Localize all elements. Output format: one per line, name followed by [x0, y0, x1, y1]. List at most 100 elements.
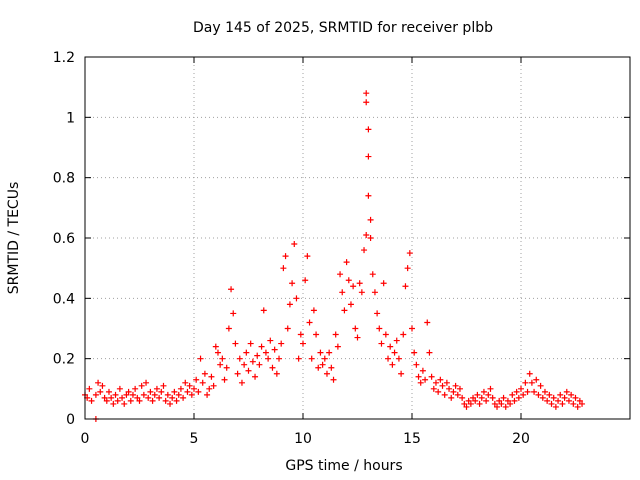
data-point-marker: [145, 394, 152, 401]
data-point-marker: [232, 340, 239, 347]
data-point-marker: [103, 397, 110, 404]
data-point-marker: [153, 385, 160, 392]
data-point-marker: [134, 394, 141, 401]
x-axis-label: GPS time / hours: [285, 458, 402, 474]
data-point-marker: [454, 391, 461, 398]
data-point-marker: [276, 355, 283, 362]
x-tick-label: 0: [81, 431, 90, 447]
data-point-marker: [254, 352, 261, 359]
data-point-marker: [182, 379, 189, 386]
data-point-marker: [99, 382, 106, 389]
data-point-marker: [557, 391, 564, 398]
data-point-marker: [319, 361, 326, 368]
data-point-marker: [474, 391, 481, 398]
data-point-marker: [376, 325, 383, 332]
data-point-marker: [136, 397, 143, 404]
data-point-marker: [485, 391, 492, 398]
x-tick-label: 10: [294, 431, 312, 447]
y-tick-label: 1: [66, 110, 75, 126]
data-point-marker: [330, 376, 337, 383]
data-point-marker: [367, 216, 374, 223]
data-point-marker: [112, 391, 119, 398]
data-point-marker: [531, 388, 538, 395]
data-point-marker: [526, 370, 533, 377]
data-point-marker: [332, 331, 339, 338]
data-point-marker: [169, 394, 176, 401]
data-point-marker: [463, 403, 470, 410]
data-point-marker: [271, 346, 278, 353]
data-point-marker: [363, 99, 370, 106]
data-point-marker: [472, 397, 479, 404]
data-point-marker: [365, 126, 372, 133]
data-point-marker: [422, 376, 429, 383]
data-point-marker: [177, 385, 184, 392]
data-point-marker: [365, 192, 372, 199]
data-point-marker: [424, 319, 431, 326]
data-point-marker: [304, 253, 311, 260]
data-point-marker: [323, 370, 330, 377]
data-point-marker: [197, 355, 204, 362]
data-point-marker: [267, 337, 274, 344]
data-point-marker: [365, 153, 372, 160]
data-point-marker: [535, 391, 542, 398]
data-point-marker: [341, 307, 348, 314]
data-point-marker: [247, 340, 254, 347]
data-point-marker: [284, 325, 291, 332]
data-point-marker: [158, 388, 165, 395]
data-point-marker: [206, 385, 213, 392]
data-point-marker: [295, 355, 302, 362]
data-point-marker: [361, 247, 368, 254]
data-point-marker: [437, 376, 444, 383]
data-point-marker: [404, 265, 411, 272]
data-point-marker: [173, 397, 180, 404]
data-point-marker: [576, 397, 583, 404]
data-point-marker: [435, 388, 442, 395]
data-point-marker: [491, 400, 498, 407]
data-point-marker: [121, 400, 128, 407]
data-point-marker: [356, 280, 363, 287]
data-point-marker: [195, 388, 202, 395]
data-point-marker: [450, 388, 457, 395]
data-point-marker: [310, 307, 317, 314]
data-point-marker: [260, 307, 267, 314]
data-point-marker: [461, 400, 468, 407]
data-point-marker: [297, 331, 304, 338]
y-tick-label: 0.6: [53, 231, 75, 247]
data-point-marker: [193, 376, 200, 383]
data-point-marker: [459, 394, 466, 401]
data-point-marker: [88, 397, 95, 404]
data-point-marker: [568, 391, 575, 398]
data-point-marker: [498, 400, 505, 407]
data-point-marker: [439, 382, 446, 389]
data-point-marker: [105, 388, 112, 395]
data-point-marker: [101, 394, 108, 401]
data-point-marker: [432, 379, 439, 386]
y-tick-label: 1.2: [53, 50, 75, 66]
data-point-marker: [164, 391, 171, 398]
y-axis-label: SRMTID / TECUs: [6, 182, 22, 295]
data-point-marker: [208, 373, 215, 380]
data-point-marker: [555, 397, 562, 404]
data-point-marker: [86, 385, 93, 392]
data-point-marker: [241, 361, 248, 368]
data-point-marker: [339, 289, 346, 296]
data-point-marker: [343, 259, 350, 266]
data-point-marker: [509, 391, 516, 398]
data-point-marker: [132, 385, 139, 392]
y-tick-label: 0.4: [53, 291, 75, 307]
data-point-marker: [321, 355, 328, 362]
data-point-marker: [334, 343, 341, 350]
data-point-marker: [234, 370, 241, 377]
data-point-marker: [546, 391, 553, 398]
data-point-marker: [188, 391, 195, 398]
data-point-marker: [110, 400, 117, 407]
data-point-marker: [291, 241, 298, 248]
data-point-marker: [504, 397, 511, 404]
x-tick-label: 5: [190, 431, 199, 447]
data-point-marker: [385, 355, 392, 362]
data-point-marker: [289, 280, 296, 287]
data-point-marker: [374, 310, 381, 317]
data-point-marker: [380, 280, 387, 287]
data-point-marker: [515, 394, 522, 401]
